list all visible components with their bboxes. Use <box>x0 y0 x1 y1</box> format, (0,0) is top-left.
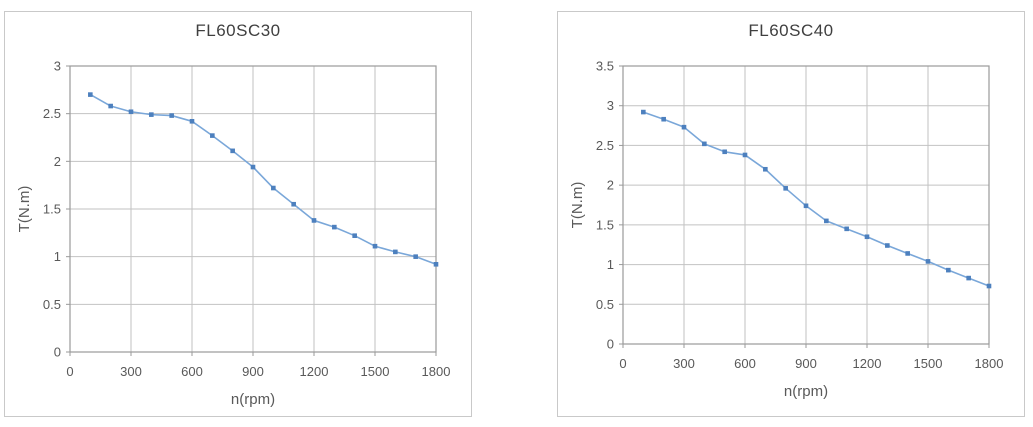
chart-title: FL60SC40 <box>748 21 834 40</box>
data-line <box>643 111 990 287</box>
x-tick-label: 1500 <box>361 364 390 379</box>
data-point-marker <box>722 149 727 155</box>
chart-panel-fl60sc40: 0 300 600 900 1200 1500 1800 0 0.5 1 1.5 2 2.5 3 3.5 n(… <box>557 11 1025 417</box>
x-tick-label: 900 <box>242 364 264 379</box>
data-point-marker <box>783 186 788 191</box>
y-tick-label: 2 <box>607 178 614 193</box>
x-tick-label: 1800 <box>422 364 451 379</box>
data-point-marker <box>433 261 439 267</box>
data-point-marker <box>311 218 317 223</box>
x-tick-label: 1800 <box>975 356 1004 371</box>
data-point-marker <box>702 141 707 147</box>
y-tick-label: 1.5 <box>596 217 614 232</box>
y-tick-label: 2.5 <box>43 106 61 121</box>
chart-panel-fl60sc30: 0 300 600 900 1200 1500 1800 0 0.5 1 1.5 2 2.5 3 n(rpm… <box>4 11 472 417</box>
data-point-marker <box>149 112 154 117</box>
x-tick-label: 0 <box>66 364 73 379</box>
data-point-marker <box>986 283 992 289</box>
y-tick-label: 0.5 <box>596 297 614 312</box>
x-axis-title: n(rpm) <box>784 383 828 400</box>
data-point-marker <box>885 243 890 248</box>
x-tick-label: 0 <box>619 356 626 371</box>
y-tick-label: 2 <box>54 154 61 169</box>
y-axis-title: T(N.m) <box>569 182 586 229</box>
y-tick-label: 3 <box>607 98 614 113</box>
y-tick-label: 3.5 <box>596 59 614 74</box>
y-tick-label: 2.5 <box>596 138 614 153</box>
x-tick-label: 300 <box>673 356 695 371</box>
y-tick-label: 1.5 <box>43 202 61 217</box>
x-tick-label: 900 <box>795 356 817 371</box>
y-axis-title: T(N.m) <box>16 186 33 233</box>
data-point-marker <box>966 275 971 281</box>
data-line <box>89 93 437 266</box>
data-point-marker <box>681 124 687 130</box>
data-point-marker <box>332 224 337 230</box>
data-point-marker <box>230 148 235 154</box>
data-point-marker <box>88 92 93 97</box>
x-tick-label: 600 <box>734 356 756 371</box>
chart-title: FL60SC30 <box>195 21 281 40</box>
x-tick-label: 1200 <box>853 356 882 371</box>
data-point-marker <box>905 251 910 256</box>
data-point-marker <box>803 203 809 209</box>
y-tick-label: 0 <box>607 337 614 352</box>
data-point-marker <box>291 201 296 207</box>
x-tick-label: 1200 <box>300 364 329 379</box>
data-point-marker <box>844 226 849 232</box>
data-point-marker <box>742 152 748 158</box>
y-tick-label: 1 <box>54 249 61 264</box>
data-point-marker <box>763 166 768 172</box>
x-axis-title: n(rpm) <box>231 391 275 408</box>
data-point-marker <box>169 113 174 118</box>
data-point-marker <box>661 116 666 122</box>
torque-speed-line-chart: 0 300 600 900 1200 1500 1800 0 0.5 1 1.5 2 2.5 3 3.5 n(… <box>569 59 1004 401</box>
data-point-marker <box>925 259 931 264</box>
data-point-marker <box>641 109 646 115</box>
y-tick-label: 3 <box>54 59 61 74</box>
data-point-marker <box>393 249 398 255</box>
x-tick-label: 1500 <box>914 356 943 371</box>
data-point-marker <box>108 103 113 109</box>
data-point-marker <box>271 185 276 191</box>
data-point-marker <box>824 218 829 224</box>
data-point-marker <box>250 164 256 170</box>
y-tick-label: 0.5 <box>43 297 61 312</box>
data-point-marker <box>864 234 870 240</box>
data-point-marker <box>352 233 357 238</box>
data-point-marker <box>946 267 951 273</box>
data-point-marker <box>210 133 215 138</box>
data-point-marker <box>372 243 378 249</box>
data-point-marker <box>189 118 195 124</box>
x-tick-label: 300 <box>120 364 142 379</box>
y-tick-label: 1 <box>607 257 614 272</box>
y-tick-label: 0 <box>54 345 61 360</box>
x-tick-label: 600 <box>181 364 203 379</box>
torque-speed-line-chart: 0 300 600 900 1200 1500 1800 0 0.5 1 1.5 2 2.5 3 n(rpm… <box>16 59 451 409</box>
data-point-marker <box>413 254 418 259</box>
data-point-marker <box>128 109 134 115</box>
